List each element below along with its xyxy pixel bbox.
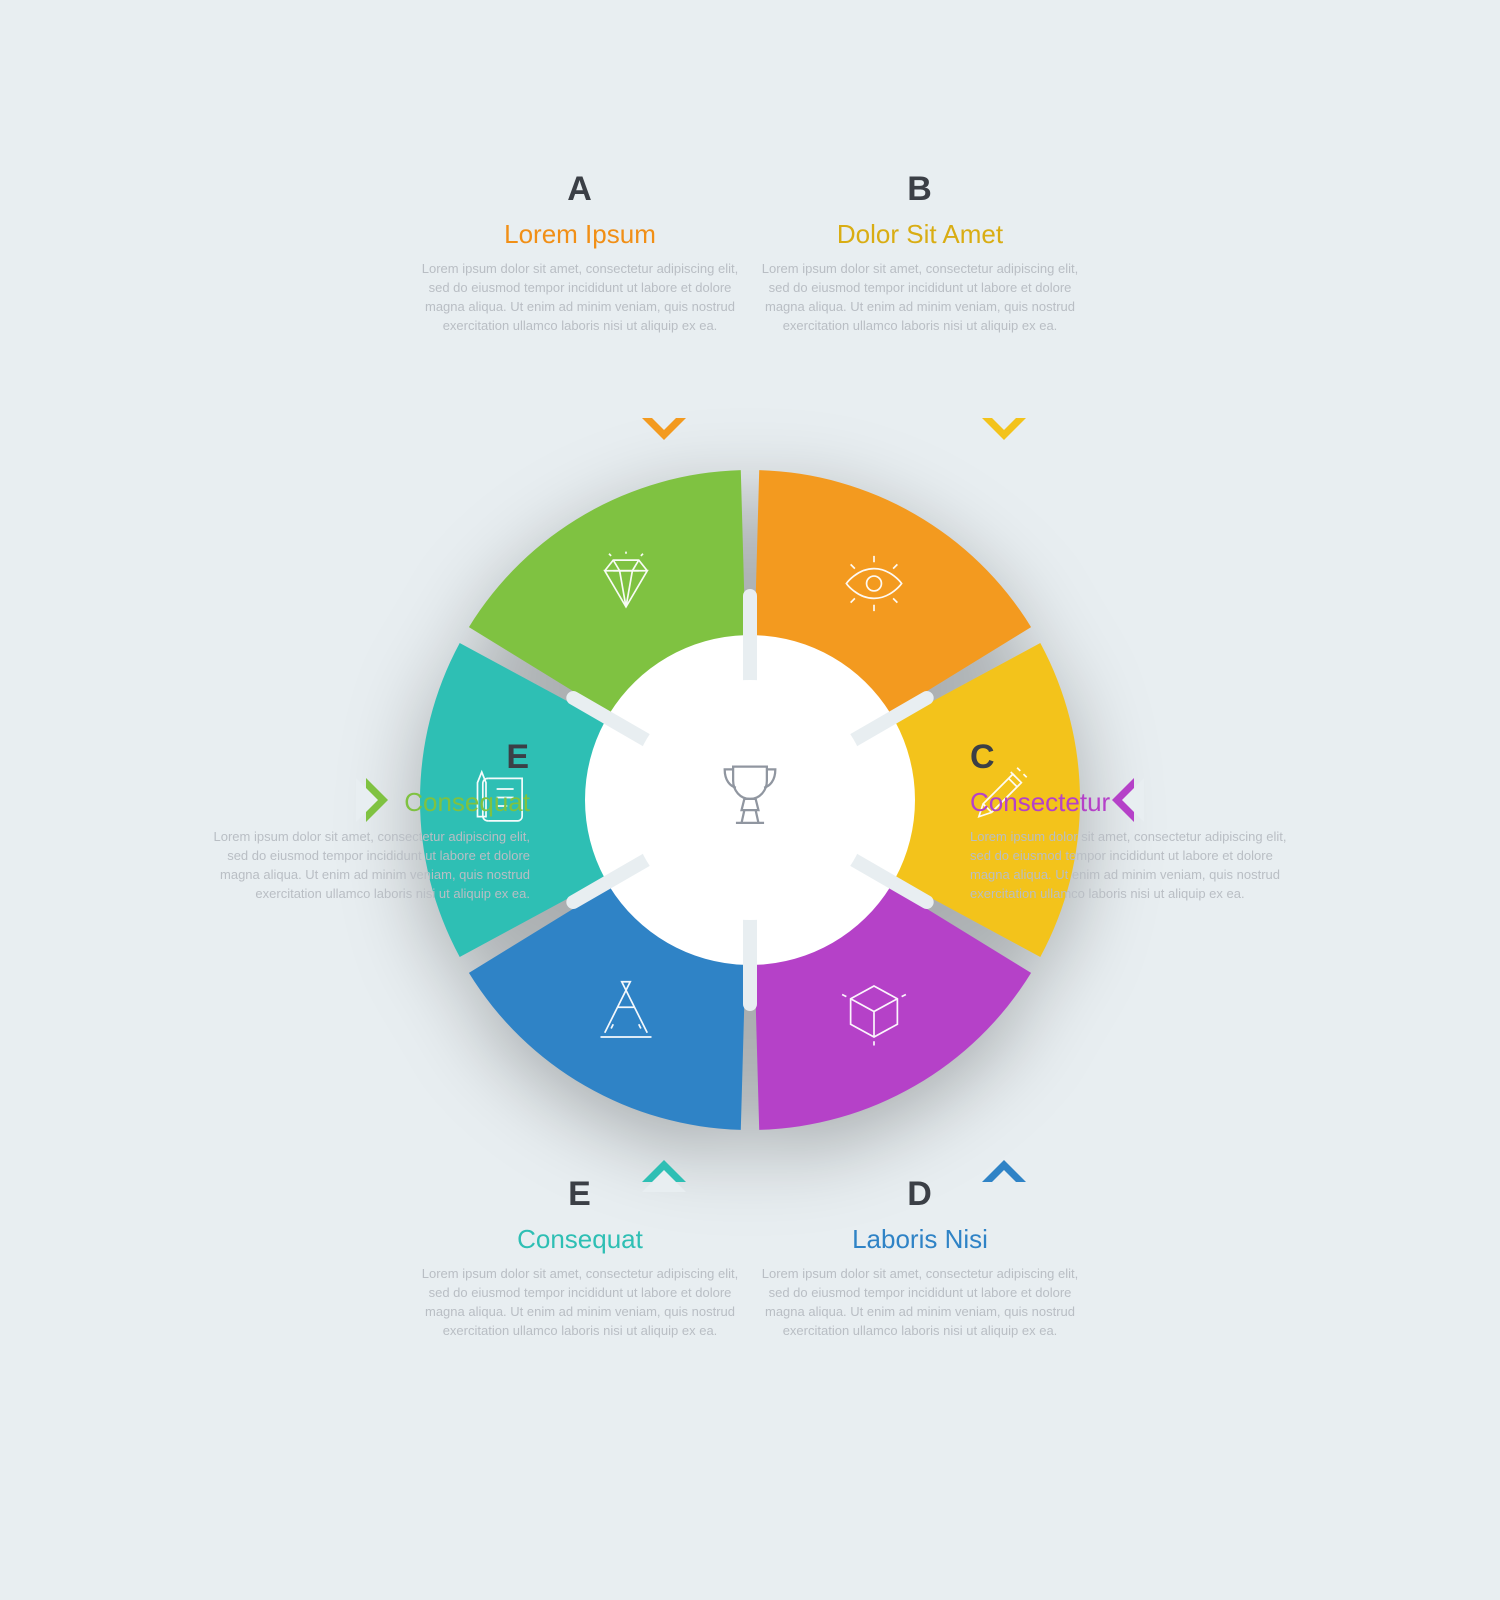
callout-letter: C xyxy=(970,738,1310,777)
segment-A-eye-icon xyxy=(840,549,908,622)
center-trophy-icon xyxy=(705,753,795,848)
pointer-down xyxy=(982,418,1026,462)
segment-E1-diamond-icon xyxy=(592,549,660,622)
callout-letter: B xyxy=(750,170,1090,209)
callout-title: Lorem Ipsum xyxy=(410,219,750,250)
callout-title: Consequat xyxy=(190,787,530,818)
callout-letter: A xyxy=(410,170,750,209)
callout-D: D Laboris Nisi Lorem ipsum dolor sit amet,… xyxy=(750,1175,1090,1340)
callout-body: Lorem ipsum dolor sit amet, consectetur … xyxy=(750,1265,1090,1340)
segment-D-drafting-icon xyxy=(592,978,660,1051)
callout-body: Lorem ipsum dolor sit amet, consectetur … xyxy=(410,260,750,335)
callout-title: Dolor Sit Amet xyxy=(750,219,1090,250)
callout-body: Lorem ipsum dolor sit amet, consectetur … xyxy=(750,260,1090,335)
callout-E2: E Consequat Lorem ipsum dolor sit amet, co… xyxy=(410,1175,750,1340)
callout-B: B Dolor Sit Amet Lorem ipsum dolor sit ame… xyxy=(750,170,1090,335)
callout-title: Consectetur xyxy=(970,787,1310,818)
infographic-stage: ALorem IpsumLorem ipsum dolor sit amet, … xyxy=(0,0,1500,1600)
callout-letter: D xyxy=(750,1175,1090,1214)
callout-C: C Consectetur Lorem ipsum dolor sit amet, … xyxy=(970,738,1310,903)
callout-body: Lorem ipsum dolor sit amet, consectetur … xyxy=(410,1265,750,1340)
segment-C-cube-icon xyxy=(840,978,908,1051)
callout-body: Lorem ipsum dolor sit amet, consectetur … xyxy=(970,828,1310,903)
callout-E1: E Consequat Lorem ipsum dolor sit amet, co… xyxy=(190,738,530,903)
callout-letter: E xyxy=(410,1175,750,1214)
callout-title: Consequat xyxy=(410,1224,750,1255)
callout-title: Laboris Nisi xyxy=(750,1224,1090,1255)
callout-A: A Lorem Ipsum Lorem ipsum dolor sit amet, … xyxy=(410,170,750,335)
pointer-down xyxy=(642,418,686,462)
callout-body: Lorem ipsum dolor sit amet, consectetur … xyxy=(190,828,530,903)
callout-letter: E xyxy=(190,738,530,777)
